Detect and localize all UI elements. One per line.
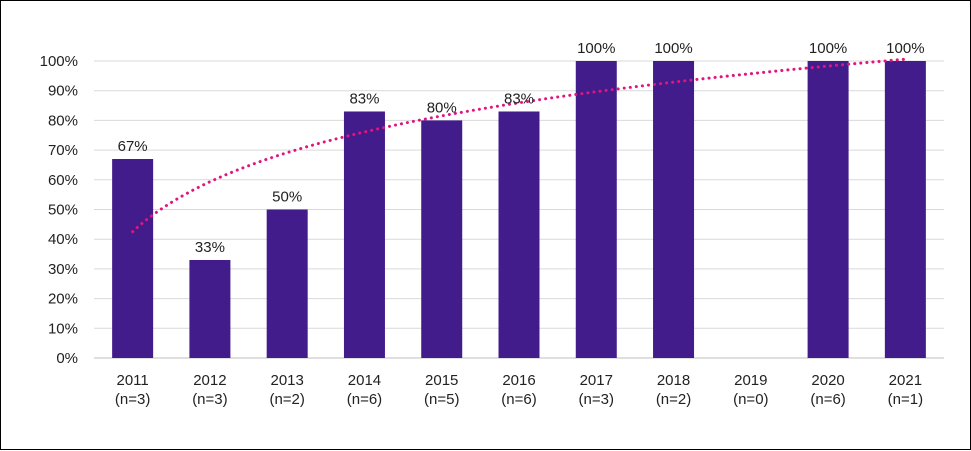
x-tick-label: 2020: [811, 372, 844, 389]
bar: [112, 159, 154, 358]
x-tick-label: 2011: [117, 372, 149, 389]
x-tick-sublabel: (n=0): [733, 391, 768, 408]
data-label: 50%: [272, 189, 302, 206]
bar: [421, 120, 463, 359]
x-tick-sublabel: (n=3): [579, 391, 614, 408]
x-tick-label: 2016: [502, 372, 535, 389]
x-tick-label: 2013: [270, 372, 303, 389]
x-tick-sublabel: (n=3): [115, 391, 150, 408]
data-label: 67%: [118, 138, 148, 155]
bar: [498, 111, 540, 359]
x-tick-label: 2021: [889, 372, 922, 389]
bar: [653, 61, 695, 358]
x-tick-label: 2017: [580, 372, 613, 389]
x-tick-sublabel: (n=2): [269, 391, 304, 408]
x-tick-sublabel: (n=6): [810, 391, 845, 408]
x-tick-sublabel: (n=2): [656, 391, 691, 408]
data-label: 100%: [809, 40, 847, 57]
bar: [575, 61, 617, 358]
data-label: 100%: [654, 40, 692, 57]
y-tick-label: 100%: [40, 53, 78, 70]
data-label: 100%: [886, 40, 924, 57]
y-tick-label: 70%: [48, 142, 78, 159]
data-label: 83%: [349, 90, 379, 107]
x-tick-sublabel: (n=6): [501, 391, 536, 408]
trendline-group: [131, 57, 907, 234]
x-axis-tick-labels: 2011 (n=3) 2012 (n=3) 2013 (n=2) 2014 (n=6) 2015…: [115, 372, 923, 408]
data-label: 100%: [577, 40, 615, 57]
bar: [266, 209, 308, 358]
x-tick-sublabel: (n=5): [424, 391, 459, 408]
y-tick-label: 10%: [48, 320, 78, 337]
bars: [112, 61, 926, 359]
data-label: 83%: [504, 90, 534, 107]
y-tick-label: 60%: [48, 172, 78, 189]
x-tick-label: 2018: [657, 372, 690, 389]
bar: [343, 111, 385, 359]
data-label: 80%: [427, 99, 457, 116]
x-tick-label: 2015: [425, 372, 458, 389]
data-label: 33%: [195, 239, 225, 256]
y-tick-label: 80%: [48, 112, 78, 129]
bar: [807, 61, 849, 358]
x-tick-label: 2012: [193, 372, 226, 389]
x-tick-label: 2014: [348, 372, 381, 389]
y-tick-label: 0%: [56, 350, 78, 367]
data-labels: 67% 33% 50% 83% 80% 83% 100% 100% 100% 100%: [118, 40, 925, 256]
y-tick-label: 90%: [48, 83, 78, 100]
y-tick-label: 30%: [48, 261, 78, 278]
x-tick-sublabel: (n=6): [347, 391, 382, 408]
x-tick-sublabel: (n=3): [192, 391, 227, 408]
y-tick-label: 40%: [48, 231, 78, 248]
bar: [189, 259, 231, 358]
trendline: [131, 57, 907, 234]
y-tick-label: 50%: [48, 202, 78, 219]
x-tick-sublabel: (n=1): [888, 391, 923, 408]
bar: [884, 61, 926, 358]
y-axis-tick-labels: 0% 10% 20% 30% 40% 50% 60% 70% 80% 90% 100%: [40, 53, 78, 367]
y-tick-label: 20%: [48, 291, 78, 308]
x-tick-label: 2019: [734, 372, 767, 389]
